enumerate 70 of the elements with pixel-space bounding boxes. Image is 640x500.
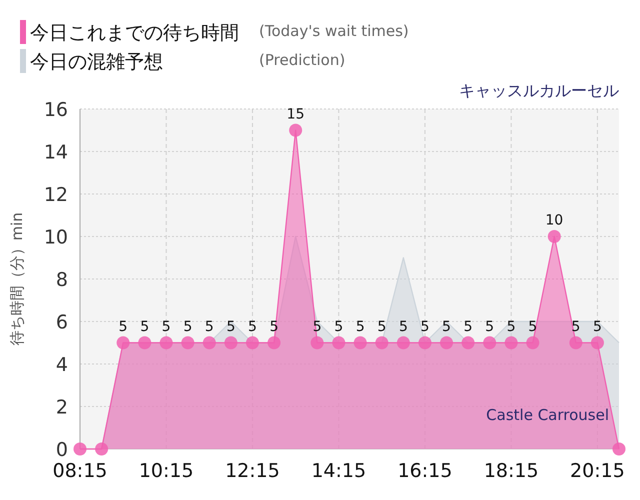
- data-label: 5: [356, 318, 365, 335]
- point: [590, 336, 604, 350]
- data-label: 5: [118, 318, 128, 335]
- y-axis-title: 待ち時間（分）min: [8, 212, 26, 346]
- data-label: 5: [592, 318, 602, 335]
- data-label: 5: [162, 318, 171, 335]
- text: (Prediction): [259, 51, 346, 69]
- data-label: 15: [286, 106, 305, 122]
- chart-title: キャッスルカルーセル: [459, 81, 619, 100]
- data-label: 5: [506, 318, 516, 335]
- point: [526, 336, 540, 350]
- data-label: 5: [248, 318, 257, 335]
- data-label: 5: [442, 318, 451, 335]
- y-tick-label: 10: [44, 226, 68, 248]
- point: [95, 442, 108, 456]
- data-label: 5: [528, 318, 538, 335]
- annotation: Castle Carrousel: [486, 406, 609, 424]
- y-tick-label: 2: [56, 396, 68, 418]
- point: [116, 336, 130, 350]
- legend-label: 今日の混雑予想: [30, 51, 163, 73]
- point: [612, 442, 626, 456]
- y-tick-label: 4: [56, 354, 68, 376]
- data-label: 5: [420, 318, 430, 335]
- point: [396, 336, 410, 350]
- x-tick-label: 16:15: [398, 460, 452, 482]
- point: [138, 336, 152, 350]
- data-label: 5: [464, 318, 473, 335]
- data-label: 5: [140, 318, 150, 335]
- point: [375, 336, 388, 350]
- data-label: 5: [571, 318, 580, 335]
- point: [440, 336, 454, 350]
- point: [462, 336, 475, 350]
- data-label: 10: [545, 212, 564, 228]
- point: [354, 336, 367, 350]
- data-label: 5: [183, 318, 192, 335]
- point: [548, 230, 561, 243]
- point: [569, 336, 582, 350]
- point: [483, 336, 496, 350]
- y-tick-label: 16: [44, 99, 68, 121]
- y-tick-label: 0: [56, 439, 68, 461]
- y-tick-label: 8: [56, 269, 68, 291]
- data-label: 5: [398, 318, 408, 335]
- point: [160, 336, 173, 350]
- legend-label: 今日これまでの待ち時間: [30, 22, 239, 44]
- point: [332, 336, 346, 350]
- data-label: 5: [226, 318, 236, 335]
- point: [418, 336, 432, 350]
- point: [310, 336, 324, 350]
- data-label: 5: [377, 318, 386, 335]
- point: [74, 442, 86, 456]
- point: [246, 336, 259, 350]
- point: [224, 336, 238, 350]
- data-label: 5: [204, 318, 214, 335]
- x-tick-label: 12:15: [225, 460, 280, 482]
- point: [289, 124, 302, 137]
- point: [181, 336, 194, 350]
- point: [268, 336, 281, 350]
- text: (Today's wait times): [259, 22, 409, 40]
- x-tick-label: 20:15: [570, 460, 625, 482]
- x-tick-label: 14:15: [311, 460, 366, 482]
- point: [202, 336, 216, 350]
- y-tick-label: 6: [56, 312, 68, 334]
- x-tick-label: 18:15: [484, 460, 539, 482]
- data-label: 5: [334, 318, 344, 335]
- y-tick-label: 14: [44, 142, 68, 164]
- data-label: 5: [485, 318, 494, 335]
- y-tick-label: 12: [44, 184, 68, 206]
- x-tick-label: 08:15: [52, 460, 108, 482]
- x-tick-label: 10:15: [138, 460, 194, 482]
- point: [504, 336, 518, 350]
